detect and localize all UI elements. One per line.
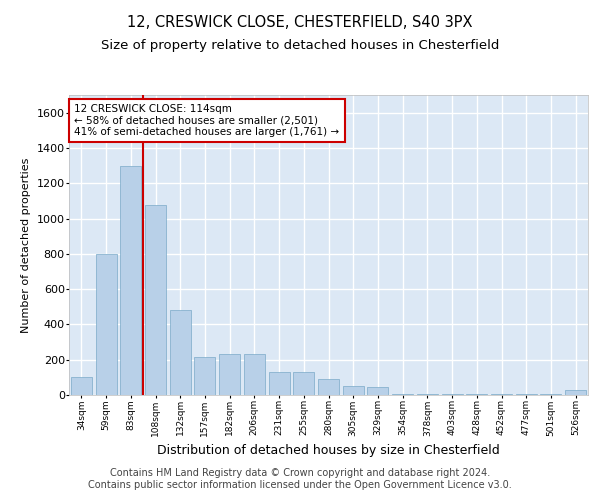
Bar xyxy=(120,166,141,395)
Bar xyxy=(269,372,290,395)
Text: Size of property relative to detached houses in Chesterfield: Size of property relative to detached ho… xyxy=(101,39,499,52)
Bar xyxy=(194,357,215,395)
Bar xyxy=(466,394,487,395)
Text: 12, CRESWICK CLOSE, CHESTERFIELD, S40 3PX: 12, CRESWICK CLOSE, CHESTERFIELD, S40 3P… xyxy=(127,15,473,30)
Bar xyxy=(293,372,314,395)
Bar xyxy=(343,386,364,395)
Bar xyxy=(491,394,512,395)
Bar xyxy=(71,378,92,395)
Bar xyxy=(392,394,413,395)
Bar xyxy=(442,394,463,395)
Bar xyxy=(367,387,388,395)
Bar xyxy=(170,310,191,395)
Bar xyxy=(417,394,438,395)
Bar xyxy=(516,394,537,395)
Text: 12 CRESWICK CLOSE: 114sqm
← 58% of detached houses are smaller (2,501)
41% of se: 12 CRESWICK CLOSE: 114sqm ← 58% of detac… xyxy=(74,104,340,137)
X-axis label: Distribution of detached houses by size in Chesterfield: Distribution of detached houses by size … xyxy=(157,444,500,457)
Bar xyxy=(244,354,265,395)
Bar xyxy=(541,394,562,395)
Bar xyxy=(219,354,240,395)
Bar xyxy=(145,206,166,395)
Y-axis label: Number of detached properties: Number of detached properties xyxy=(21,158,31,332)
Bar xyxy=(318,379,339,395)
Bar xyxy=(565,390,586,395)
Text: Contains HM Land Registry data © Crown copyright and database right 2024.
Contai: Contains HM Land Registry data © Crown c… xyxy=(88,468,512,490)
Bar xyxy=(95,254,116,395)
